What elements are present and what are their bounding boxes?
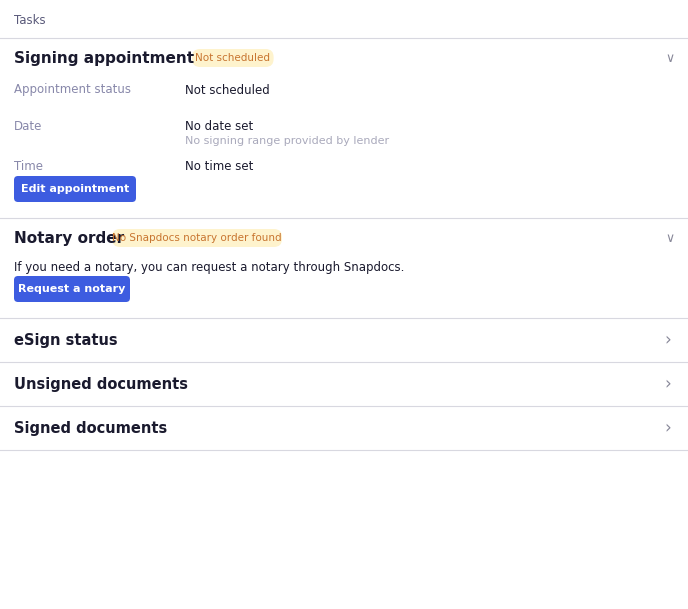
Text: Date: Date — [14, 119, 43, 133]
Text: ›: › — [665, 331, 671, 349]
Text: eSign status: eSign status — [14, 333, 118, 348]
Text: ∨: ∨ — [665, 52, 674, 65]
Text: If you need a notary, you can request a notary through Snapdocs.: If you need a notary, you can request a … — [14, 261, 405, 275]
FancyBboxPatch shape — [192, 49, 274, 67]
Text: Signed documents: Signed documents — [14, 420, 167, 435]
Text: No signing range provided by lender: No signing range provided by lender — [185, 136, 389, 146]
Text: No Snapdocs notary order found: No Snapdocs notary order found — [112, 233, 282, 243]
Text: Signing appointment: Signing appointment — [14, 51, 194, 66]
Text: ∨: ∨ — [665, 231, 674, 244]
Text: Time: Time — [14, 160, 43, 172]
FancyBboxPatch shape — [14, 276, 130, 302]
Text: Edit appointment: Edit appointment — [21, 184, 129, 194]
Text: Notary order: Notary order — [14, 230, 124, 245]
Text: No date set: No date set — [185, 119, 253, 133]
Text: Request a notary: Request a notary — [19, 284, 126, 294]
Text: ›: › — [665, 375, 671, 393]
Text: Appointment status: Appointment status — [14, 83, 131, 96]
Text: Tasks: Tasks — [14, 13, 45, 27]
Text: Unsigned documents: Unsigned documents — [14, 376, 188, 392]
FancyBboxPatch shape — [14, 176, 136, 202]
Text: No time set: No time set — [185, 160, 253, 172]
Text: ›: › — [665, 419, 671, 437]
Text: Not scheduled: Not scheduled — [195, 53, 270, 63]
Text: Not scheduled: Not scheduled — [185, 83, 270, 96]
FancyBboxPatch shape — [112, 229, 282, 247]
